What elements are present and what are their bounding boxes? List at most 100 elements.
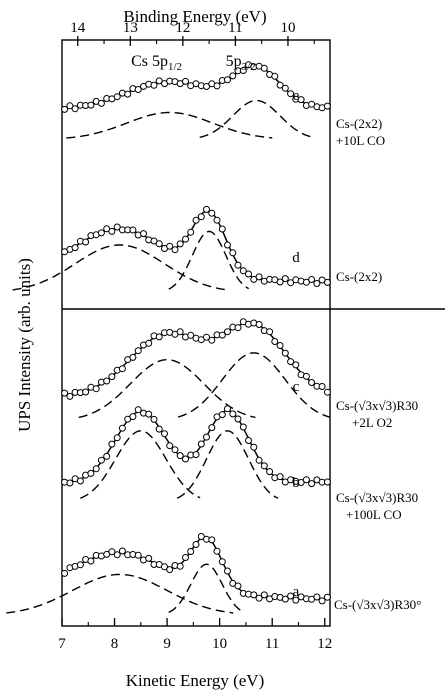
x-tick-label: 8: [111, 636, 119, 652]
data-point-d: [229, 249, 237, 257]
condition-label-b: Cs-(√3x√3)R30: [336, 490, 418, 505]
data-point-d: [192, 216, 200, 224]
data-point-c: [82, 388, 90, 396]
data-point-a: [255, 594, 263, 602]
data-point-c: [218, 331, 226, 339]
data-point-b: [323, 478, 331, 486]
data-point-b: [255, 456, 263, 464]
data-point-c: [208, 336, 216, 344]
condition-label-c: Cs-(√3x√3)R30: [336, 398, 418, 413]
data-point-c: [318, 383, 326, 390]
data-point-c: [155, 333, 163, 341]
component-peak-c-2: [177, 352, 330, 418]
data-point-c: [103, 377, 111, 385]
x2-tick-label: 10: [280, 20, 295, 36]
data-point-b: [92, 465, 100, 473]
condition-label-a: Cs-(√3x√3)R30°: [334, 597, 421, 612]
condition-label-e: Cs-(2x2): [336, 116, 382, 131]
data-point-b: [297, 479, 305, 486]
data-point-a: [318, 597, 326, 605]
component-peak-d-1: [12, 244, 228, 291]
data-point-d: [287, 279, 295, 287]
data-point-d: [276, 278, 284, 286]
trace-letter-b: b: [292, 475, 300, 491]
condition-label-d: Cs-(2x2): [336, 269, 382, 284]
data-point-a: [313, 593, 321, 601]
data-point-a: [87, 557, 95, 565]
data-point-c: [203, 333, 210, 341]
data-point-b: [87, 469, 95, 477]
data-point-a: [323, 593, 331, 601]
data-point-b: [66, 479, 74, 487]
data-point-e: [61, 105, 69, 113]
component-peak-d-2: [168, 230, 250, 290]
data-point-d: [323, 278, 331, 286]
data-point-a: [118, 547, 126, 555]
data-point-e: [323, 102, 331, 110]
data-point-c: [308, 379, 316, 386]
component-peak-e-2: [199, 99, 314, 138]
data-point-c: [266, 328, 274, 336]
data-point-d: [234, 261, 242, 269]
bottom-axis-title: Kinetic Energy (eV): [126, 671, 264, 690]
data-point-d: [108, 227, 116, 235]
data-point-a: [145, 554, 153, 562]
data-point-c: [176, 328, 184, 336]
data-point-d: [197, 213, 205, 221]
data-point-d: [113, 223, 121, 231]
data-point-b: [239, 423, 247, 431]
spectra-curves: [6, 61, 331, 614]
component-peak-b-1: [80, 430, 201, 499]
data-point-e: [224, 76, 231, 84]
data-point-a: [108, 548, 116, 556]
data-point-d: [97, 229, 105, 237]
condition-label-c: +2L O2: [352, 415, 392, 430]
data-point-a: [113, 551, 121, 559]
data-point-b: [118, 424, 126, 432]
data-point-d: [218, 225, 226, 233]
data-point-e: [150, 81, 158, 89]
data-point-e: [239, 67, 247, 74]
data-point-b: [103, 452, 111, 460]
data-point-d: [71, 244, 79, 252]
data-point-c: [323, 388, 331, 396]
data-point-c: [255, 321, 263, 328]
data-point-a: [287, 592, 295, 600]
condition-label-b: +100L CO: [346, 507, 402, 522]
data-point-b: [176, 452, 184, 460]
trace-letter-a: a: [293, 584, 300, 600]
data-point-b: [250, 443, 258, 451]
data-point-a: [192, 541, 200, 548]
data-point-a: [292, 596, 300, 604]
data-point-b: [234, 415, 242, 423]
data-point-c: [134, 347, 142, 355]
data-point-a: [76, 561, 84, 569]
data-point-e: [287, 90, 295, 98]
data-point-d: [224, 241, 231, 249]
data-point-c: [129, 353, 137, 361]
data-point-e: [229, 72, 237, 80]
data-point-d: [281, 275, 289, 283]
data-point-d: [140, 230, 147, 238]
data-point-b: [229, 410, 237, 418]
data-point-d: [239, 267, 247, 275]
data-point-d: [129, 226, 137, 234]
data-point-e: [124, 90, 132, 98]
data-point-b: [113, 434, 121, 442]
data-point-c: [292, 361, 300, 369]
plot-border: [61, 39, 331, 627]
peak-label: Cs 5p1/2: [131, 53, 182, 73]
trace-letter-e: e: [293, 88, 300, 104]
data-point-c: [276, 342, 284, 349]
data-point-b: [203, 433, 210, 441]
data-point-a: [182, 554, 189, 561]
data-point-a: [161, 563, 168, 571]
data-point-e: [155, 77, 163, 85]
data-point-b: [171, 446, 179, 454]
data-point-e: [281, 84, 289, 92]
data-point-b: [245, 437, 252, 444]
component-peak-a-1: [6, 573, 234, 614]
data-point-b: [161, 430, 168, 438]
y-axis-title: UPS Intensity (arb. units): [15, 258, 34, 432]
